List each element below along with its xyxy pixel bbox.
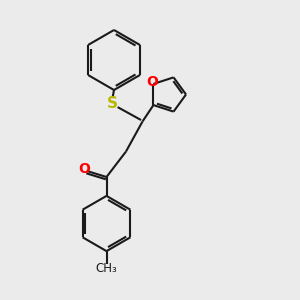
Text: O: O (78, 163, 90, 176)
Text: S: S (107, 96, 118, 111)
Text: CH₃: CH₃ (96, 262, 117, 275)
Text: O: O (146, 75, 158, 89)
